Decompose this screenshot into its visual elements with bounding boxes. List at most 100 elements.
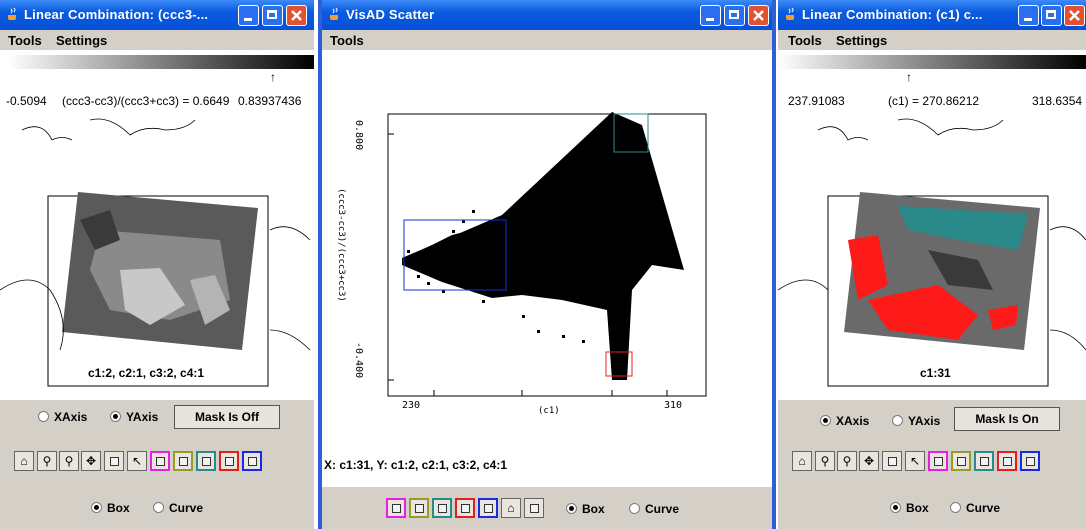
box-radio[interactable]: Box xyxy=(91,501,130,515)
close-button[interactable] xyxy=(1064,5,1085,26)
center-controls: ⌂ Box Curve xyxy=(322,487,772,529)
home-tool[interactable]: ⌂ xyxy=(14,451,34,471)
y-axis-label: (ccc3-cc3)/(ccc3+cc3) xyxy=(336,188,346,302)
home-tool[interactable]: ⌂ xyxy=(792,451,812,471)
pan-tool[interactable]: ✥ xyxy=(81,451,101,471)
y-tick-bottom: -0.400 xyxy=(353,342,364,379)
right-window-title: Linear Combination: (c1) c... xyxy=(802,7,983,22)
maximize-icon xyxy=(1046,10,1056,19)
square-icon xyxy=(178,457,188,467)
zoom-out-icon: ⚲ xyxy=(842,454,852,468)
yaxis-radio-circle xyxy=(892,415,903,426)
box-radio[interactable]: Box xyxy=(566,502,605,516)
minimize-button[interactable] xyxy=(700,5,721,26)
selection-blue[interactable] xyxy=(478,498,498,518)
satellite-map xyxy=(0,118,311,387)
pointer-tool[interactable]: ↖ xyxy=(905,451,925,471)
selection-magenta[interactable] xyxy=(150,451,170,471)
menu-tools[interactable]: Tools xyxy=(788,33,822,48)
curve-radio[interactable]: Curve xyxy=(950,501,1000,515)
square-icon xyxy=(414,504,424,514)
selection-magenta[interactable] xyxy=(928,451,948,471)
zoom-in-tool[interactable]: ⚲ xyxy=(37,451,57,471)
reset-tool[interactable] xyxy=(524,498,544,518)
center-title-bar[interactable]: VisAD Scatter xyxy=(322,0,772,30)
scatter-display[interactable]: 0.800 -0.400 (ccc3-cc3)/(ccc3+cc3) 230 3… xyxy=(322,50,772,487)
square-icon xyxy=(437,504,447,514)
selection-olive[interactable] xyxy=(173,451,193,471)
range-marker-arrow: ↑ xyxy=(270,70,276,84)
selection-blue[interactable] xyxy=(1020,451,1040,471)
selection-blue[interactable] xyxy=(242,451,262,471)
square-icon xyxy=(956,457,966,467)
zoom-in-tool[interactable]: ⚲ xyxy=(815,451,835,471)
square-icon xyxy=(1002,457,1012,467)
xaxis-radio[interactable]: XAxis xyxy=(820,414,869,428)
mask-toggle-button[interactable]: Mask Is On xyxy=(954,407,1060,431)
menu-settings[interactable]: Settings xyxy=(836,33,888,48)
home-icon: ⌂ xyxy=(20,454,28,468)
box-radio-circle xyxy=(91,502,102,513)
menu-settings[interactable]: Settings xyxy=(56,33,108,48)
square-icon xyxy=(201,457,211,467)
minimize-button[interactable] xyxy=(238,5,259,26)
curve-radio[interactable]: Curve xyxy=(153,501,203,515)
zoom-out-tool[interactable]: ⚲ xyxy=(59,451,79,471)
menu-tools[interactable]: Tools xyxy=(330,33,364,48)
close-button[interactable] xyxy=(748,5,769,26)
pointer-tool[interactable]: ↖ xyxy=(127,451,147,471)
select-tool[interactable] xyxy=(882,451,902,471)
selection-olive[interactable] xyxy=(409,498,429,518)
box-radio-circle xyxy=(566,503,577,514)
menu-tools[interactable]: Tools xyxy=(8,33,42,48)
mask-toggle-button[interactable]: Mask Is Off xyxy=(174,405,280,429)
maximize-button[interactable] xyxy=(724,5,745,26)
left-map-caption: c1:2, c2:1, c3:2, c4:1 xyxy=(88,366,205,380)
yaxis-radio[interactable]: YAxis xyxy=(110,410,158,424)
xaxis-radio-circle xyxy=(38,411,49,422)
left-controls: XAxis YAxis Mask Is Off ⌂ ⚲ ⚲ ✥ ↖ Box Cu… xyxy=(0,400,314,529)
zoom-in-icon: ⚲ xyxy=(42,454,52,468)
curve-radio[interactable]: Curve xyxy=(629,502,679,516)
left-menu-bar: Tools Settings xyxy=(0,30,314,50)
range-min: -0.5094 xyxy=(6,94,47,108)
pan-tool[interactable]: ✥ xyxy=(859,451,879,471)
select-tool[interactable] xyxy=(104,451,124,471)
square-icon xyxy=(460,504,470,514)
pan-icon: ✥ xyxy=(863,454,875,468)
box-radio[interactable]: Box xyxy=(890,501,929,515)
home-tool[interactable]: ⌂ xyxy=(501,498,521,518)
maximize-button[interactable] xyxy=(1041,5,1062,26)
close-icon xyxy=(1069,10,1080,21)
xaxis-radio[interactable]: XAxis xyxy=(38,410,87,424)
left-title-bar[interactable]: Linear Combination: (ccc3-... xyxy=(0,0,314,30)
selection-red[interactable] xyxy=(455,498,475,518)
selection-teal[interactable] xyxy=(196,451,216,471)
selection-red[interactable] xyxy=(219,451,239,471)
square-icon xyxy=(1025,457,1035,467)
range-max: 0.83937436 xyxy=(238,94,302,108)
minimize-button[interactable] xyxy=(1018,5,1039,26)
selection-teal[interactable] xyxy=(974,451,994,471)
select-icon xyxy=(109,457,119,467)
frame-icon xyxy=(529,504,539,514)
selection-olive[interactable] xyxy=(951,451,971,471)
zoom-in-icon: ⚲ xyxy=(820,454,830,468)
right-display[interactable]: ↑ 237.91083 (c1) = 270.86212 318.6354 c1… xyxy=(778,50,1086,400)
square-icon xyxy=(483,504,493,514)
yaxis-radio[interactable]: YAxis xyxy=(892,414,940,428)
left-window: Linear Combination: (ccc3-... Tools Sett… xyxy=(0,0,314,529)
maximize-button[interactable] xyxy=(262,5,283,26)
range-marker-arrow: ↑ xyxy=(906,70,912,84)
left-display[interactable]: ↑ -0.5094 (ccc3-cc3)/(ccc3+cc3) = 0.6649… xyxy=(0,50,314,400)
close-button[interactable] xyxy=(286,5,307,26)
y-tick-top: 0.800 xyxy=(353,120,364,151)
selection-teal[interactable] xyxy=(432,498,452,518)
box-radio-circle xyxy=(890,502,901,513)
right-title-bar[interactable]: Linear Combination: (c1) c... xyxy=(778,0,1086,30)
expression-value: (ccc3-cc3)/(ccc3+cc3) = 0.6649 xyxy=(62,94,230,108)
selection-magenta[interactable] xyxy=(386,498,406,518)
zoom-out-tool[interactable]: ⚲ xyxy=(837,451,857,471)
square-icon xyxy=(224,457,234,467)
selection-red[interactable] xyxy=(997,451,1017,471)
